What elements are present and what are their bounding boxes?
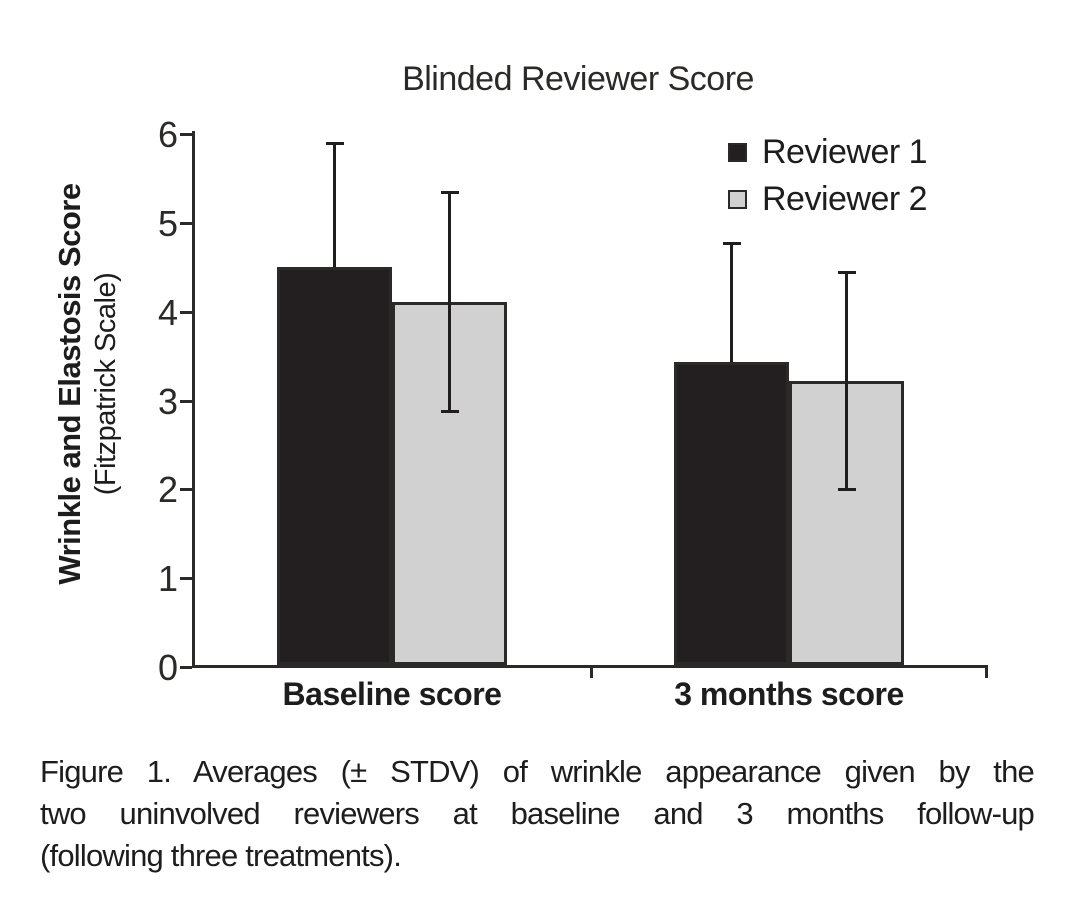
y-tick-label-2: 2 <box>157 469 178 510</box>
caption-line-3: (following three treatments). <box>40 838 402 873</box>
error-bar-cap-top <box>838 271 856 274</box>
caption-line-1: Figure 1. Averages (± STDV) of wrinkle a… <box>40 754 1035 789</box>
y-tick-label-1: 1 <box>157 558 178 599</box>
y-tick-label-4: 4 <box>157 292 178 333</box>
y-tick-4 <box>180 311 192 314</box>
y-axis-line <box>192 131 195 668</box>
legend-swatch-reviewer-1 <box>728 142 747 162</box>
bar-reviewer-1-baseline-score <box>277 267 392 665</box>
y-axis-label-line1: Wrinkle and Elastosis Score <box>52 183 87 585</box>
y-tick-1 <box>180 577 192 580</box>
error-bar-cap-bottom <box>838 488 856 491</box>
error-bar-reviewer-2-baseline-score <box>448 191 451 413</box>
error-bar-reviewer-2-3-months-score <box>845 271 848 491</box>
y-tick-6 <box>180 133 192 136</box>
error-bar-cap-top <box>441 191 459 194</box>
error-bar-reviewer-1-baseline-score <box>333 142 336 267</box>
x-category-label-3-months-score: 3 months score <box>674 676 904 712</box>
legend-item-reviewer-2: Reviewer 2 <box>728 179 928 219</box>
error-bar-cap-top <box>326 142 344 145</box>
y-tick-2 <box>180 488 192 491</box>
legend: Reviewer 1 Reviewer 2 <box>728 132 928 219</box>
y-tick-label-0: 0 <box>157 647 178 688</box>
x-axis-tick-1 <box>985 665 988 678</box>
bar-reviewer-1-3-months-score <box>674 362 789 665</box>
error-bar-cap-top <box>723 242 741 245</box>
y-tick-label-6: 6 <box>157 114 178 155</box>
y-tick-label-5: 5 <box>157 203 178 244</box>
error-bar-reviewer-1-3-months-score <box>730 242 733 362</box>
figure-caption: Figure 1. Averages (± STDV) of wrinkle a… <box>40 751 1035 877</box>
error-bar-cap-bottom <box>441 410 459 413</box>
caption-line-2: two uninvolved reviewers at baseline and… <box>40 796 1035 831</box>
legend-label-reviewer-2: Reviewer 2 <box>762 179 928 218</box>
chart-title: Blinded Reviewer Score <box>402 60 754 98</box>
y-tick-3 <box>180 400 192 403</box>
y-tick-5 <box>180 222 192 225</box>
y-tick-0 <box>180 666 192 669</box>
x-category-label-baseline-score: Baseline score <box>282 676 502 712</box>
legend-swatch-reviewer-2 <box>728 189 747 209</box>
legend-label-reviewer-1: Reviewer 1 <box>762 132 928 171</box>
x-axis-tick-0 <box>590 665 593 678</box>
legend-item-reviewer-1: Reviewer 1 <box>728 132 928 172</box>
y-tick-label-3: 3 <box>157 381 178 422</box>
